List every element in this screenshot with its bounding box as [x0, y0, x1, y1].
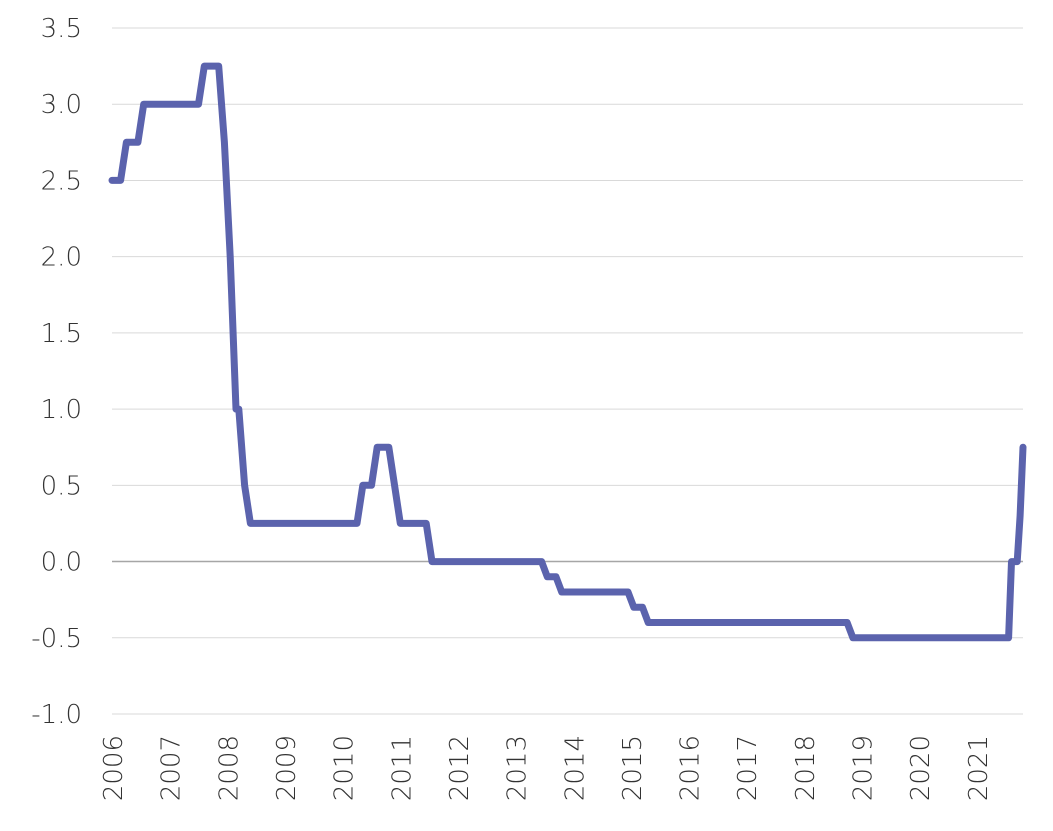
x-tick-label: 2014 [560, 735, 590, 801]
x-tick-label: 2011 [387, 735, 417, 801]
x-tick-label: 2007 [157, 735, 187, 801]
x-tick-label: 2009 [272, 735, 302, 801]
y-tick-label: 3.0 [41, 90, 82, 120]
y-tick-label: 1.0 [41, 395, 82, 425]
x-tick-label: 2020 [906, 735, 936, 801]
x-tick-label: 2015 [618, 735, 648, 801]
x-tick-label: 2010 [330, 735, 360, 801]
x-tick-label: 2017 [733, 735, 763, 801]
y-tick-label: 0.5 [41, 471, 82, 501]
y-tick-label: 2.5 [41, 166, 82, 196]
y-tick-label: -0.5 [31, 624, 82, 654]
y-tick-label: 0.0 [41, 548, 82, 578]
x-tick-label: 2019 [849, 735, 879, 801]
x-tick-label: 2013 [503, 735, 533, 801]
y-tick-label: 1.5 [41, 319, 82, 349]
y-tick-label: 2.0 [41, 243, 82, 273]
x-tick-label: 2012 [445, 735, 475, 801]
gridlines [112, 27, 1023, 715]
x-tick-label: 2006 [99, 735, 129, 801]
x-tick-label: 2018 [791, 735, 821, 801]
y-tick-label: 3.5 [41, 14, 82, 44]
y-axis: 3.5 3.0 2.5 2.0 1.5 1.0 0.5 0.0 -0.5 -1.0 [31, 14, 82, 730]
x-tick-label: 2008 [214, 735, 244, 801]
x-tick-label: 2016 [676, 735, 706, 801]
y-tick-label: -1.0 [31, 700, 82, 730]
series-line [108, 62, 1027, 642]
series-group [108, 62, 1027, 642]
x-axis: 2006 2007 2008 2009 2010 2011 2012 2013 2014 2015… [99, 735, 994, 801]
x-tick-label: 2021 [964, 735, 994, 801]
